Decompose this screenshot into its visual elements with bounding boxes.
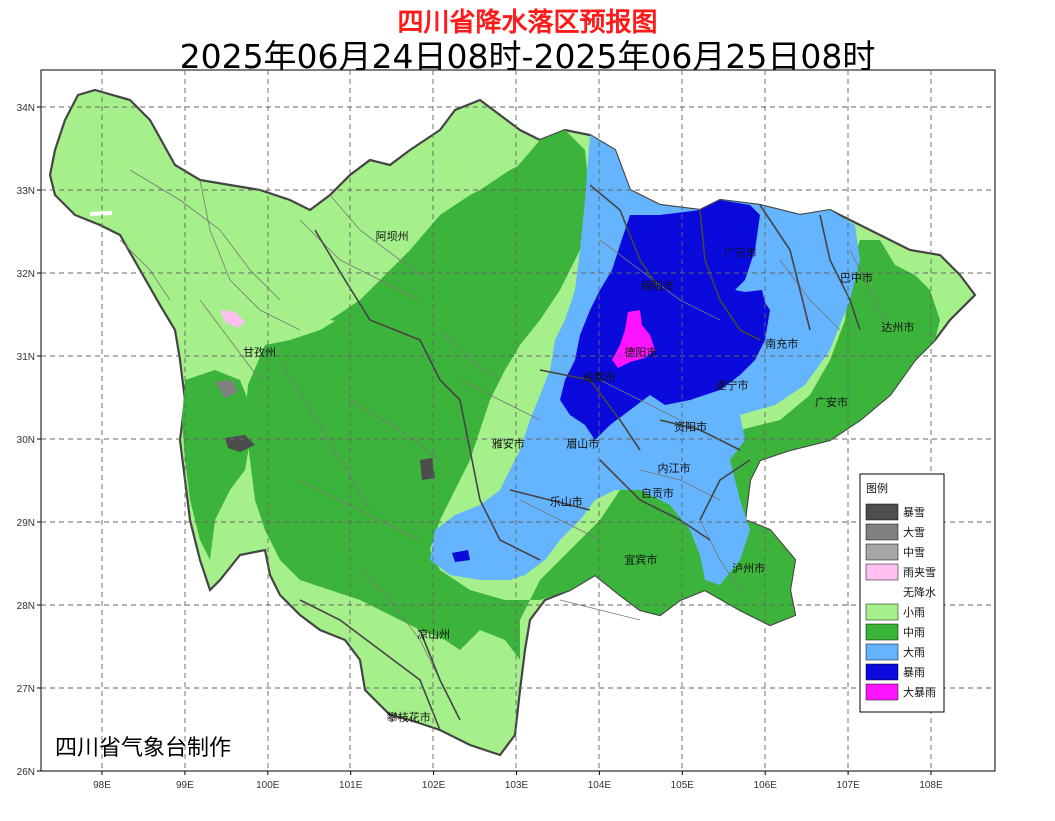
credit-text: 四川省气象台制作 <box>55 736 232 761</box>
legend-swatch <box>865 503 899 521</box>
x-tick-label: 102E <box>422 780 446 791</box>
rainstorm-small <box>452 550 470 562</box>
legend-swatch <box>865 643 899 661</box>
no-precip-patch <box>90 211 112 216</box>
y-tick-label: 28N <box>17 601 35 612</box>
legend-label: 无降水 <box>903 585 936 599</box>
city-label: 资阳市 <box>674 420 707 434</box>
legend-label: 雨夹雪 <box>903 566 936 579</box>
legend-swatch <box>865 583 899 601</box>
legend-label: 大雨 <box>903 645 925 659</box>
heavy-rainstorm-area <box>612 310 655 368</box>
legend-label: 大暴雨 <box>903 685 936 699</box>
legend-swatch <box>865 663 899 681</box>
legend-swatch <box>865 563 899 581</box>
y-tick-label: 26N <box>17 767 35 778</box>
y-tick-label: 33N <box>17 186 35 197</box>
city-label: 凉山州 <box>417 627 450 641</box>
y-tick-label: 30N <box>17 435 35 446</box>
city-label: 雅安市 <box>492 436 525 450</box>
city-label: 甘孜州 <box>243 345 276 359</box>
legend-label: 小雨 <box>903 606 925 619</box>
big-snow-patch <box>215 380 238 398</box>
y-tick-label: 32N <box>17 269 35 280</box>
y-tick-label: 34N <box>17 103 35 114</box>
legend-label: 中雪 <box>903 546 925 559</box>
moderate-rain-north <box>330 160 530 325</box>
heavy-snow-patch-2 <box>420 458 435 480</box>
x-axis-ticks: 98E 99E 100E 101E 102E 103E 104E 105E 106E 107E 10… <box>93 771 943 791</box>
legend-swatch <box>865 603 899 621</box>
x-tick-label: 99E <box>176 780 194 791</box>
moderate-rain-west <box>182 370 250 560</box>
x-tick-label: 98E <box>93 780 111 791</box>
legend-label: 暴雨 <box>903 666 925 679</box>
city-label: 绵阳市 <box>641 279 674 293</box>
legend-label: 暴雪 <box>903 506 925 519</box>
legend-label: 中雨 <box>903 626 925 639</box>
legend-swatch <box>865 523 899 541</box>
city-label: 广安市 <box>815 395 848 409</box>
legend-swatch <box>865 683 899 701</box>
y-tick-label: 27N <box>17 684 35 695</box>
x-tick-label: 104E <box>588 780 612 791</box>
city-label: 巴中市 <box>840 270 873 284</box>
y-tick-label: 29N <box>17 518 35 529</box>
map-title: 四川省降水落区预报图 <box>397 8 658 38</box>
sleet-area <box>220 310 245 328</box>
city-label: 广元市 <box>724 245 757 259</box>
city-label: 成都市 <box>583 370 616 384</box>
legend-swatch <box>865 543 899 561</box>
graticule <box>41 70 995 771</box>
x-tick-label: 107E <box>836 780 860 791</box>
x-tick-label: 108E <box>919 780 943 791</box>
city-label: 自贡市 <box>641 486 674 500</box>
x-tick-label: 105E <box>671 780 695 791</box>
legend-label: 大雪 <box>903 525 925 539</box>
city-label: 南充市 <box>765 337 798 351</box>
city-label: 攀枝花市 <box>387 710 431 724</box>
x-tick-label: 103E <box>505 780 529 791</box>
x-tick-label: 100E <box>256 780 280 791</box>
rainstorm-area <box>560 200 770 440</box>
city-label: 德阳市 <box>624 345 657 359</box>
city-label: 乐山市 <box>550 494 583 508</box>
x-tick-label: 101E <box>339 780 363 791</box>
y-axis-ticks: 26N 27N 28N 29N 30N 31N 32N 33N 34N <box>17 103 41 778</box>
city-label: 达州市 <box>881 320 914 334</box>
city-label: 内江市 <box>658 461 691 475</box>
city-label: 遂宁市 <box>716 378 749 392</box>
rainstorm-north <box>745 290 765 305</box>
legend-title: 图例 <box>866 481 888 495</box>
city-label: 眉山市 <box>566 436 599 450</box>
city-label: 阿坝州 <box>376 229 409 243</box>
city-label: 宜宾市 <box>624 553 657 567</box>
prefecture-boundaries <box>299 184 861 731</box>
y-tick-label: 31N <box>17 352 35 363</box>
x-tick-label: 106E <box>754 780 778 791</box>
legend-swatch <box>865 623 899 641</box>
city-label: 泸州市 <box>732 561 765 575</box>
